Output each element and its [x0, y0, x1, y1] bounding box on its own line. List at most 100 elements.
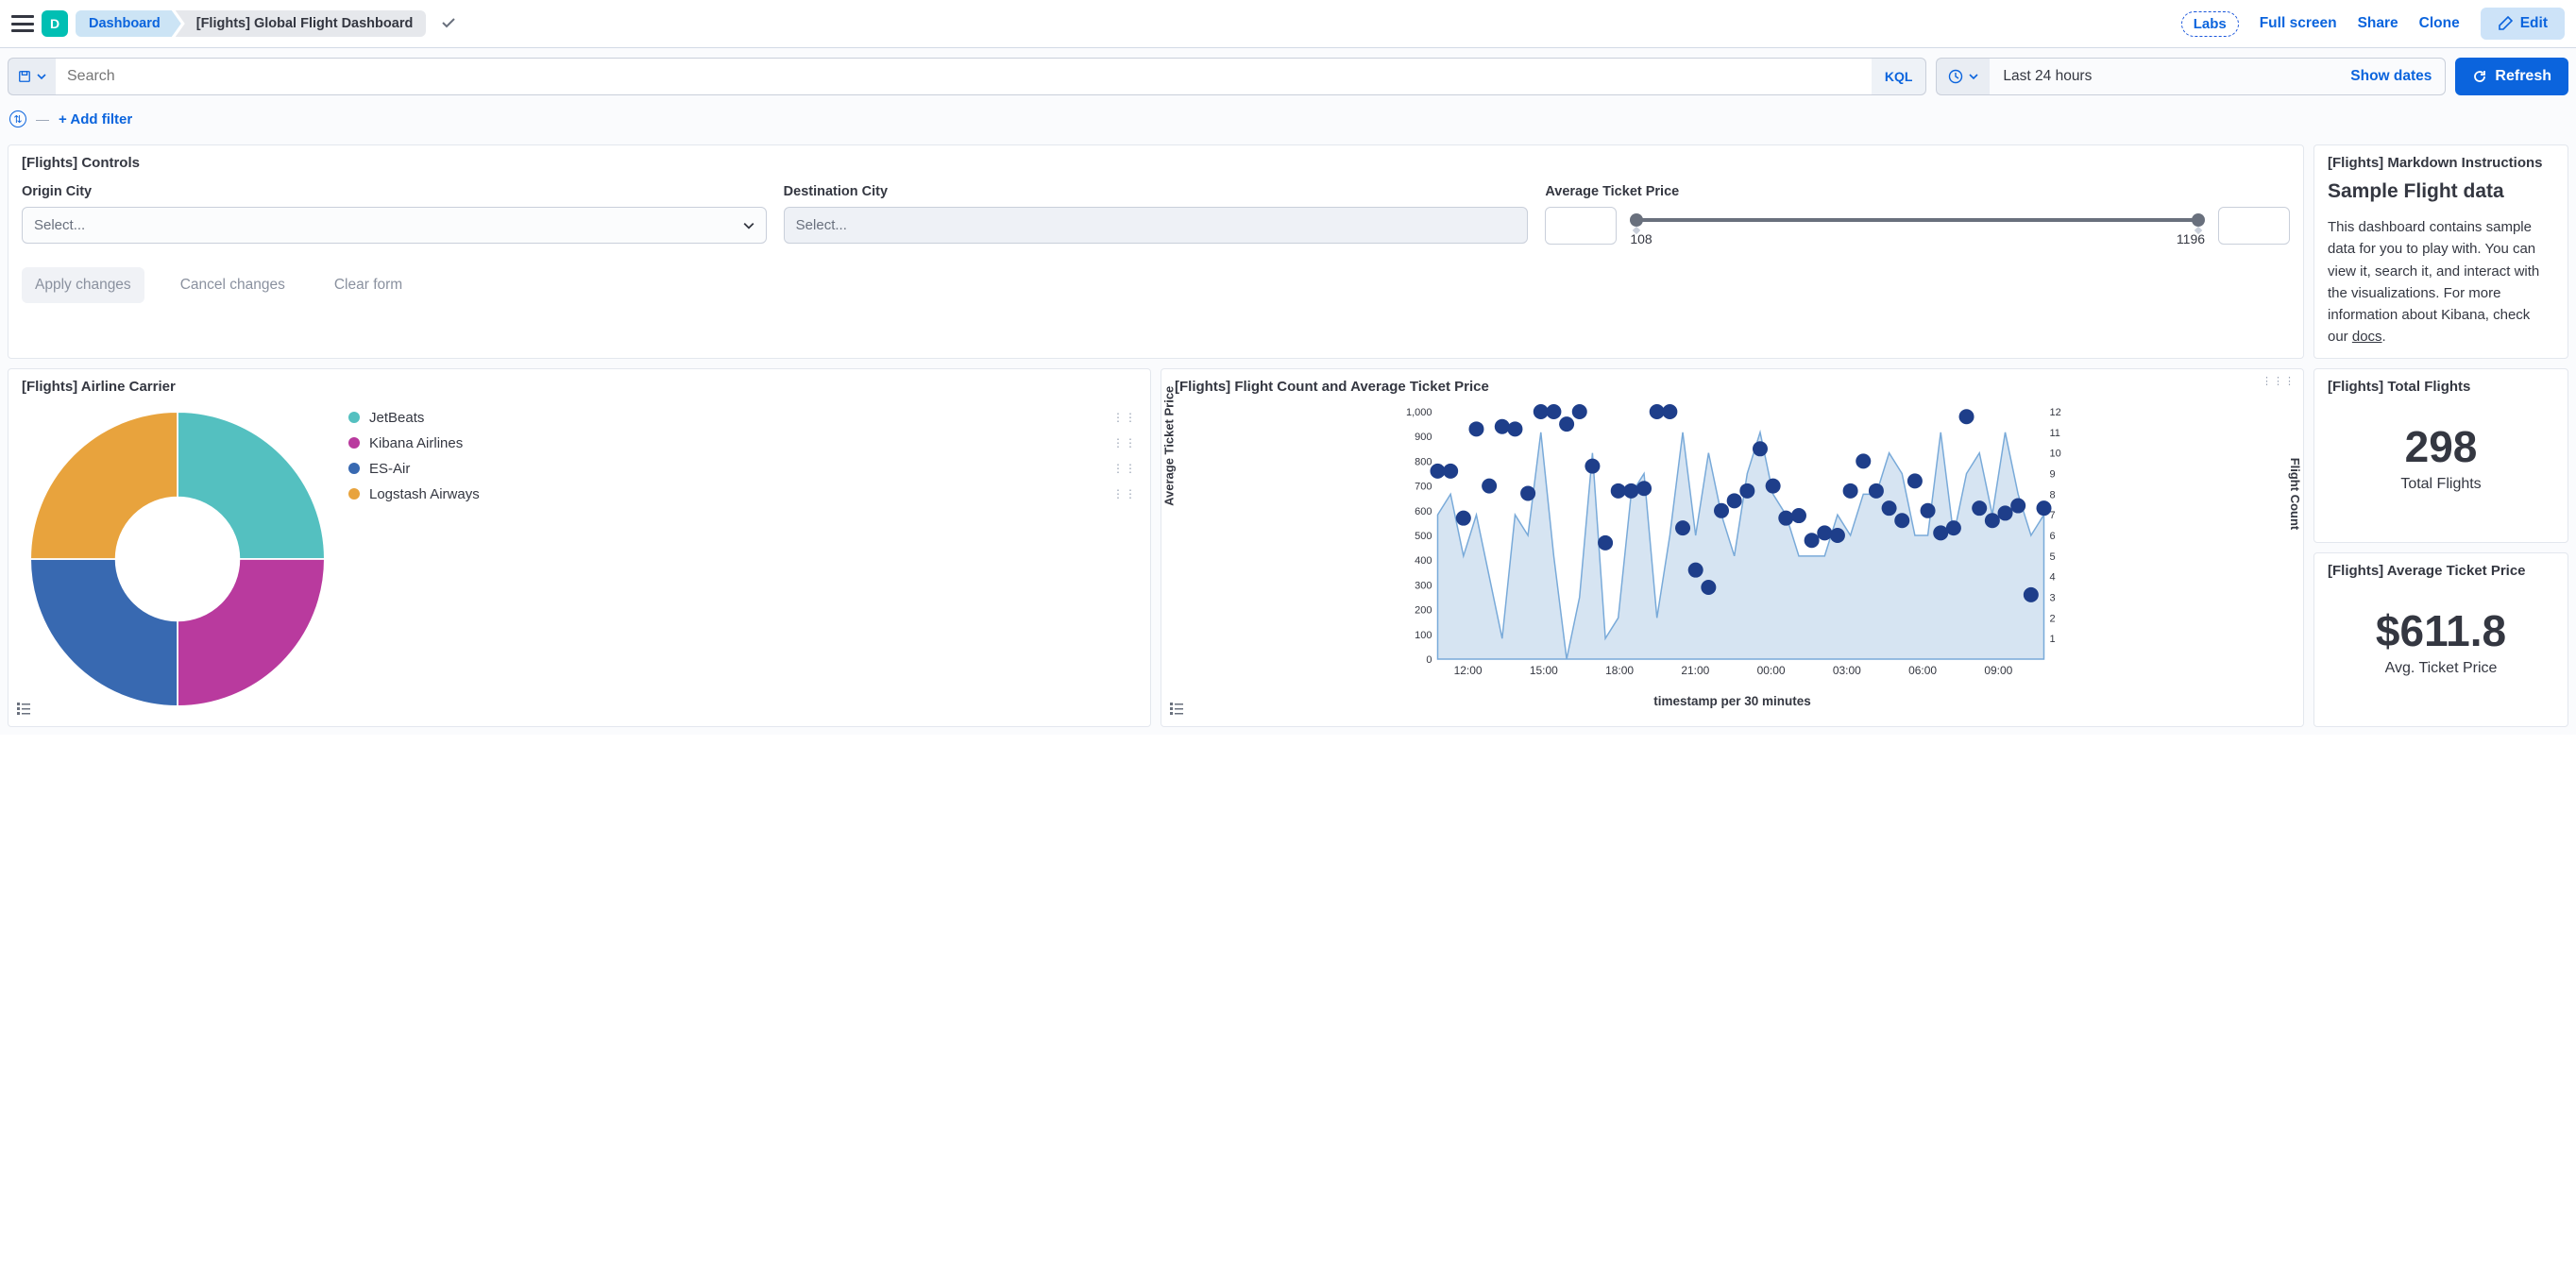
svg-text:09:00: 09:00 — [1984, 664, 2012, 677]
edit-button[interactable]: Edit — [2481, 8, 2565, 40]
panel-title: [Flights] Total Flights — [2328, 379, 2554, 395]
panel-title: [Flights] Average Ticket Price — [2328, 563, 2554, 579]
panel-drag-icon[interactable]: ⋮⋮⋮ — [2262, 375, 2296, 387]
svg-text:200: 200 — [1415, 604, 1432, 616]
breadcrumb-current: [Flights] Global Flight Dashboard — [176, 10, 427, 37]
svg-text:900: 900 — [1415, 432, 1432, 443]
origin-city-label: Origin City — [22, 184, 767, 199]
legend-toggle-icon[interactable] — [1169, 701, 1184, 719]
panel-title: [Flights] Markdown Instructions — [2328, 155, 2554, 171]
dest-placeholder: Select... — [796, 217, 847, 233]
apply-changes-button[interactable]: Apply changes — [22, 267, 144, 303]
flight-count-price-panel: ⋮⋮⋮ [Flights] Flight Count and Average T… — [1161, 368, 2304, 727]
svg-text:700: 700 — [1415, 481, 1432, 492]
legend-toggle-icon[interactable] — [16, 701, 31, 719]
destination-city-label: Destination City — [784, 184, 1529, 199]
svg-text:11: 11 — [2050, 427, 2060, 438]
clone-link[interactable]: Clone — [2419, 15, 2460, 32]
svg-text:100: 100 — [1415, 629, 1432, 640]
destination-city-select[interactable]: Select... — [784, 207, 1529, 244]
docs-link[interactable]: docs — [2352, 329, 2382, 345]
price-max-value: 1196 — [2177, 231, 2205, 246]
panel-title: [Flights] Flight Count and Average Ticke… — [1175, 379, 2290, 395]
combo-chart[interactable]: 01002003004005006007008009001,0001234567… — [1175, 404, 2290, 687]
drag-icon[interactable]: ⋮⋮ — [1112, 487, 1137, 500]
legend-item[interactable]: Kibana Airlines⋮⋮ — [348, 435, 1137, 451]
query-bar: KQL Last 24 hours Show dates Refresh — [0, 48, 2576, 105]
top-actions: Labs Full screen Share Clone Edit — [2181, 8, 2565, 40]
drag-icon[interactable]: ⋮⋮ — [1112, 411, 1137, 424]
legend-item[interactable]: ES-Air ⋮⋮ — [348, 461, 1137, 477]
saved-query-dropdown[interactable] — [8, 58, 56, 95]
pie-legend: JetBeats⋮⋮Kibana Airlines⋮⋮ES-Air⋮⋮Logst… — [348, 404, 1137, 714]
airline-carrier-panel: [Flights] Airline Carrier JetBeats⋮⋮Kiba… — [8, 368, 1151, 727]
svg-text:12:00: 12:00 — [1454, 664, 1483, 677]
svg-text:00:00: 00:00 — [1757, 664, 1786, 677]
price-min-input[interactable] — [1545, 207, 1617, 245]
legend-swatch — [348, 463, 360, 474]
price-slider[interactable]: 108 1196 — [1626, 207, 2209, 246]
legend-swatch — [348, 437, 360, 449]
edit-label: Edit — [2520, 15, 2548, 32]
cancel-changes-button[interactable]: Cancel changes — [167, 267, 298, 303]
drag-icon[interactable]: ⋮⋮ — [1112, 462, 1137, 475]
donut-chart[interactable] — [22, 404, 333, 714]
show-dates-link[interactable]: Show dates — [2350, 68, 2432, 85]
svg-text:800: 800 — [1415, 456, 1432, 467]
svg-text:9: 9 — [2050, 468, 2056, 480]
markdown-panel: [Flights] Markdown Instructions Sample F… — [2313, 144, 2568, 359]
svg-text:0: 0 — [1426, 654, 1432, 666]
y-axis-right-label: Flight Count — [2289, 457, 2303, 530]
legend-swatch — [348, 412, 360, 423]
labs-button[interactable]: Labs — [2181, 11, 2239, 37]
legend-item[interactable]: Logstash Airways⋮⋮ — [348, 486, 1137, 502]
svg-text:12: 12 — [2050, 407, 2061, 418]
svg-text:03:00: 03:00 — [1833, 664, 1861, 677]
search-input[interactable] — [56, 58, 1872, 95]
time-range-picker[interactable]: Last 24 hours Show dates — [1990, 58, 2446, 95]
top-header: D Dashboard [Flights] Global Flight Dash… — [0, 0, 2576, 48]
menu-icon[interactable] — [11, 15, 34, 32]
refresh-label: Refresh — [2495, 68, 2551, 85]
refresh-icon — [2472, 69, 2487, 84]
x-axis-label: timestamp per 30 minutes — [1175, 694, 2290, 708]
legend-label: ES-Air — [369, 461, 410, 477]
svg-text:5: 5 — [2050, 551, 2056, 562]
check-icon — [441, 15, 456, 33]
legend-item[interactable]: JetBeats ⋮⋮ — [348, 410, 1137, 426]
y-axis-left-label: Average Ticket Price — [1162, 385, 1177, 505]
svg-text:18:00: 18:00 — [1605, 664, 1634, 677]
origin-city-select[interactable]: Select... — [22, 207, 767, 244]
fullscreen-link[interactable]: Full screen — [2260, 15, 2337, 32]
clear-form-button[interactable]: Clear form — [321, 267, 415, 303]
price-max-input[interactable] — [2218, 207, 2290, 245]
avg-price-panel: [Flights] Average Ticket Price $611.8 Av… — [2313, 552, 2568, 727]
app-badge[interactable]: D — [42, 10, 68, 37]
svg-text:06:00: 06:00 — [1908, 664, 1937, 677]
add-filter-button[interactable]: + Add filter — [59, 111, 132, 127]
svg-text:4: 4 — [2050, 571, 2056, 583]
svg-text:6: 6 — [2050, 531, 2056, 542]
refresh-button[interactable]: Refresh — [2455, 58, 2568, 95]
drag-icon[interactable]: ⋮⋮ — [1112, 436, 1137, 449]
time-quick-select[interactable] — [1936, 58, 1990, 95]
breadcrumb-dashboard[interactable]: Dashboard — [76, 10, 181, 37]
svg-text:10: 10 — [2050, 448, 2061, 459]
markdown-heading: Sample Flight data — [2328, 180, 2554, 203]
controls-panel: [Flights] Controls Origin City Select...… — [8, 144, 2304, 359]
svg-text:15:00: 15:00 — [1530, 664, 1558, 677]
filter-options-icon[interactable]: ⇅ — [9, 110, 26, 127]
legend-label: JetBeats — [369, 410, 424, 426]
share-link[interactable]: Share — [2358, 15, 2398, 32]
svg-text:600: 600 — [1415, 505, 1432, 517]
svg-text:300: 300 — [1415, 580, 1432, 591]
total-flights-label: Total Flights — [2328, 476, 2554, 493]
save-icon — [18, 70, 31, 83]
clock-icon — [1948, 69, 1963, 84]
legend-swatch — [348, 488, 360, 500]
svg-text:1: 1 — [2050, 634, 2056, 645]
markdown-body: This dashboard contains sample data for … — [2328, 216, 2554, 348]
svg-text:3: 3 — [2050, 592, 2056, 603]
svg-text:400: 400 — [1415, 555, 1432, 567]
kql-toggle[interactable]: KQL — [1872, 58, 1927, 95]
